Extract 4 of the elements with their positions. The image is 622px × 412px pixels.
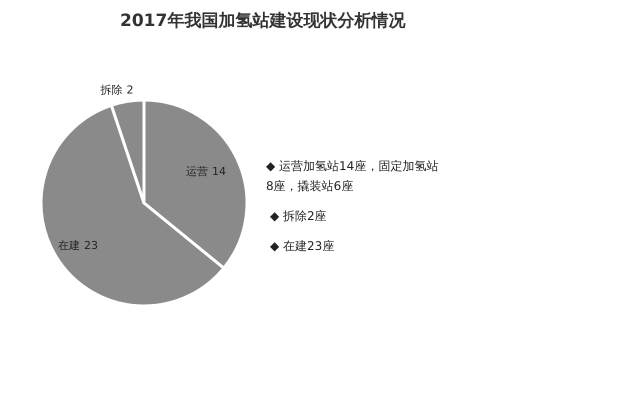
text: ◆ 在建23座: [270, 239, 334, 253]
text: ◆ 拆除2座: [270, 209, 327, 223]
chart-title: 2017年我国加氢站建设现状分析情况: [120, 11, 406, 31]
text: ◆ 运营加氢站14座，固定加氢站8座，撬装站6座: [266, 158, 440, 195]
